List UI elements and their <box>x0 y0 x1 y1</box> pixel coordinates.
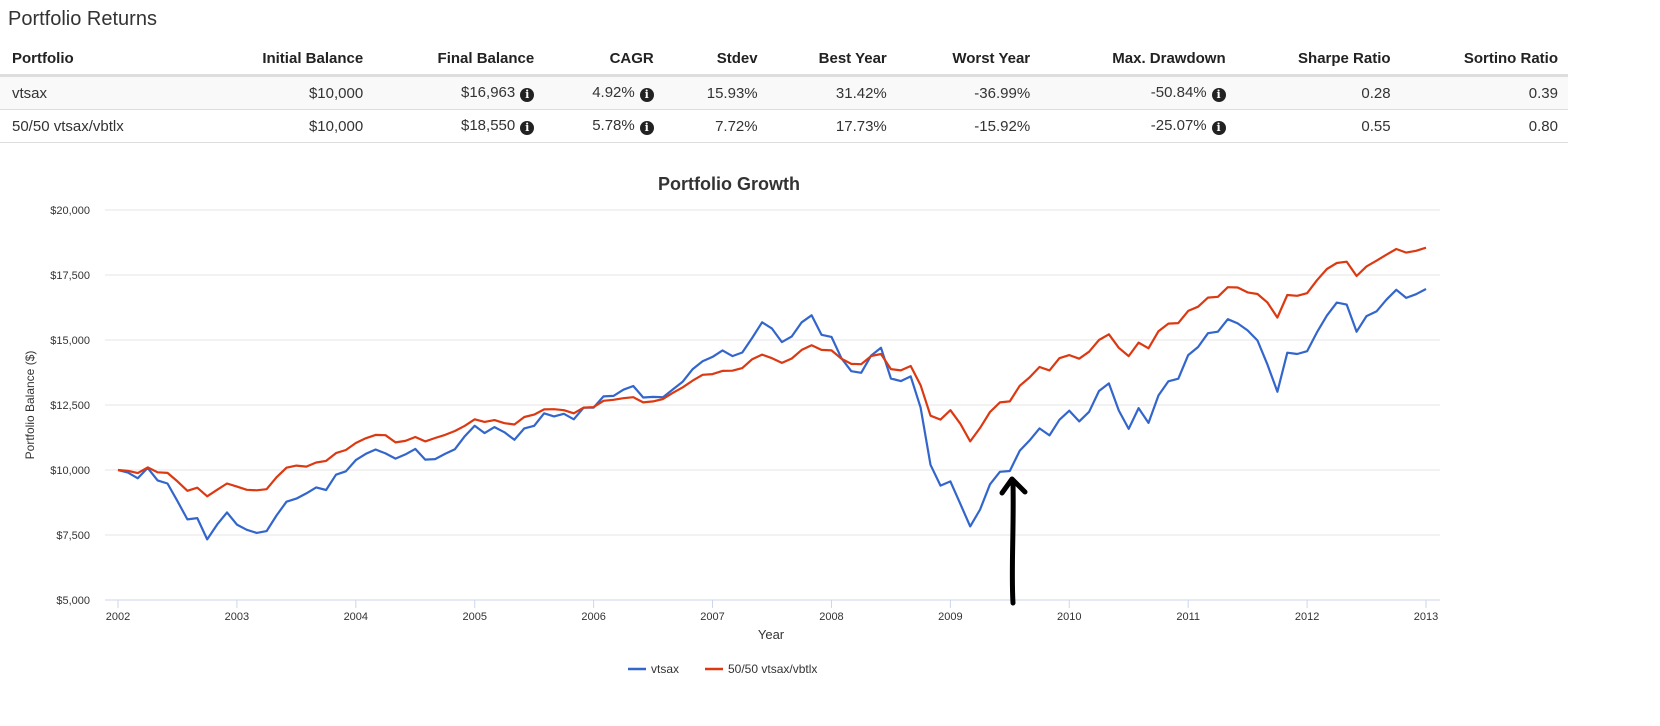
info-icon[interactable]: i <box>639 121 654 135</box>
column-header: Initial Balance <box>196 42 374 77</box>
x-tick-label: 2007 <box>700 611 724 623</box>
column-header: Final Balance <box>373 42 545 77</box>
table-cell: 7.72% <box>663 109 768 143</box>
hand-drawn-arrow-annotation <box>999 476 1028 606</box>
x-tick-label: 2008 <box>819 611 843 623</box>
table-cell: 15.93% <box>663 75 768 110</box>
column-header: Max. Drawdown <box>1040 42 1236 77</box>
x-tick-label: 2006 <box>581 611 605 623</box>
cell-value: $10,000 <box>308 117 364 135</box>
table-cell: 17.73% <box>767 109 897 143</box>
cell-value: 0.28 <box>1361 84 1391 102</box>
table-cell: 4.92% i <box>544 75 664 110</box>
x-tick-label: 2012 <box>1295 611 1319 623</box>
column-header: Sharpe Ratio <box>1235 42 1401 77</box>
x-axis-label: Year <box>758 627 785 642</box>
info-icon[interactable]: i <box>520 88 535 102</box>
cell-value: $18,550 <box>461 117 516 134</box>
table-cell: $10,000 <box>196 75 374 110</box>
table-cell: -25.07% i <box>1040 109 1236 143</box>
cell-value: 31.42% <box>835 84 887 102</box>
table-cell: -15.92% <box>896 109 1041 143</box>
cell-value: -50.84% <box>1150 84 1207 101</box>
x-tick-label: 2002 <box>106 611 130 623</box>
table-cell: -36.99% <box>896 75 1041 110</box>
cell-value: vtsax <box>12 84 48 102</box>
column-header: Sortino Ratio <box>1400 42 1568 77</box>
y-tick-label: $17,500 <box>50 270 90 282</box>
table-cell: $16,963 i <box>373 75 545 110</box>
cell-value: 4.92% <box>592 84 635 101</box>
y-tick-label: $7,500 <box>56 530 90 542</box>
cell-value: -36.99% <box>974 84 1031 102</box>
x-tick-label: 2003 <box>225 611 249 623</box>
legend: vtsax 50/50 vtsax/vbtlx <box>628 662 817 676</box>
table-cell: 31.42% <box>767 75 897 110</box>
table-cell: 50/50 vtsax/vbtlx <box>0 109 197 143</box>
table-row: vtsax $10,000 $16,963 i 4.92% i 15.93% 31.42% -3… <box>0 75 1568 110</box>
x-tick-label: 2009 <box>938 611 962 623</box>
x-tick-label: 2011 <box>1176 611 1200 623</box>
y-tick-label: $10,000 <box>50 465 90 477</box>
cell-value: 0.39 <box>1528 84 1558 102</box>
table-cell: 0.39 <box>1400 75 1568 110</box>
legend-item-label[interactable]: 50/50 vtsax/vbtlx <box>728 662 817 676</box>
table-row: 50/50 vtsax/vbtlx $10,000 $18,550 i 5.78% i 7.… <box>0 109 1568 143</box>
info-icon[interactable]: i <box>1211 121 1226 135</box>
cell-value: $10,000 <box>308 84 364 102</box>
y-tick-label: $5,000 <box>56 595 90 607</box>
column-header: Best Year <box>767 42 897 77</box>
portfolio-returns-table: Portfolio Initial Balance Final Balance CAG… <box>0 42 1568 143</box>
cell-value: 0.80 <box>1528 117 1558 135</box>
cell-value: 7.72% <box>715 117 758 135</box>
cell-value: 15.93% <box>706 84 758 102</box>
y-tick-label: $20,000 <box>50 205 90 217</box>
cell-value: 0.55 <box>1361 117 1391 135</box>
cell-value: 17.73% <box>835 117 887 135</box>
column-header: Portfolio <box>0 42 197 77</box>
column-header: Worst Year <box>896 42 1041 77</box>
table-cell: 0.28 <box>1235 75 1401 110</box>
cell-value: 50/50 vtsax/vbtlx <box>12 117 124 135</box>
table-header-row: Portfolio Initial Balance Final Balance CAG… <box>0 42 1568 77</box>
cell-value: -25.07% <box>1150 117 1207 134</box>
table-cell: $10,000 <box>196 109 374 143</box>
column-header: Stdev <box>663 42 768 77</box>
x-tick-label: 2005 <box>462 611 486 623</box>
table-cell: vtsax <box>0 75 197 110</box>
x-tick-label: 2013 <box>1414 611 1438 623</box>
info-icon[interactable]: i <box>1211 88 1226 102</box>
y-tick-label: $15,000 <box>50 335 90 347</box>
table-cell: $18,550 i <box>373 109 545 143</box>
x-tick-label: 2010 <box>1057 611 1081 623</box>
cell-value: 5.78% <box>592 117 635 134</box>
series-line-1 <box>117 246 1427 498</box>
y-tick-label: $12,500 <box>50 400 90 412</box>
info-icon[interactable]: i <box>639 88 654 102</box>
table-cell: 5.78% i <box>544 109 664 143</box>
y-axis-label: Portfolio Balance ($) <box>23 351 37 460</box>
chart-title: Portfolio Growth <box>658 174 800 194</box>
legend-item-label[interactable]: vtsax <box>651 662 679 676</box>
x-tick-label: 2004 <box>344 611 368 623</box>
column-header: CAGR <box>544 42 664 77</box>
cell-value: -15.92% <box>974 117 1031 135</box>
table-cell: 0.55 <box>1235 109 1401 143</box>
cell-value: $16,963 <box>461 84 516 101</box>
table-cell: -50.84% i <box>1040 75 1236 110</box>
table-cell: 0.80 <box>1400 109 1568 143</box>
section-title: Portfolio Returns <box>8 8 157 30</box>
info-icon[interactable]: i <box>520 121 535 135</box>
series-line-0 <box>117 288 1427 541</box>
